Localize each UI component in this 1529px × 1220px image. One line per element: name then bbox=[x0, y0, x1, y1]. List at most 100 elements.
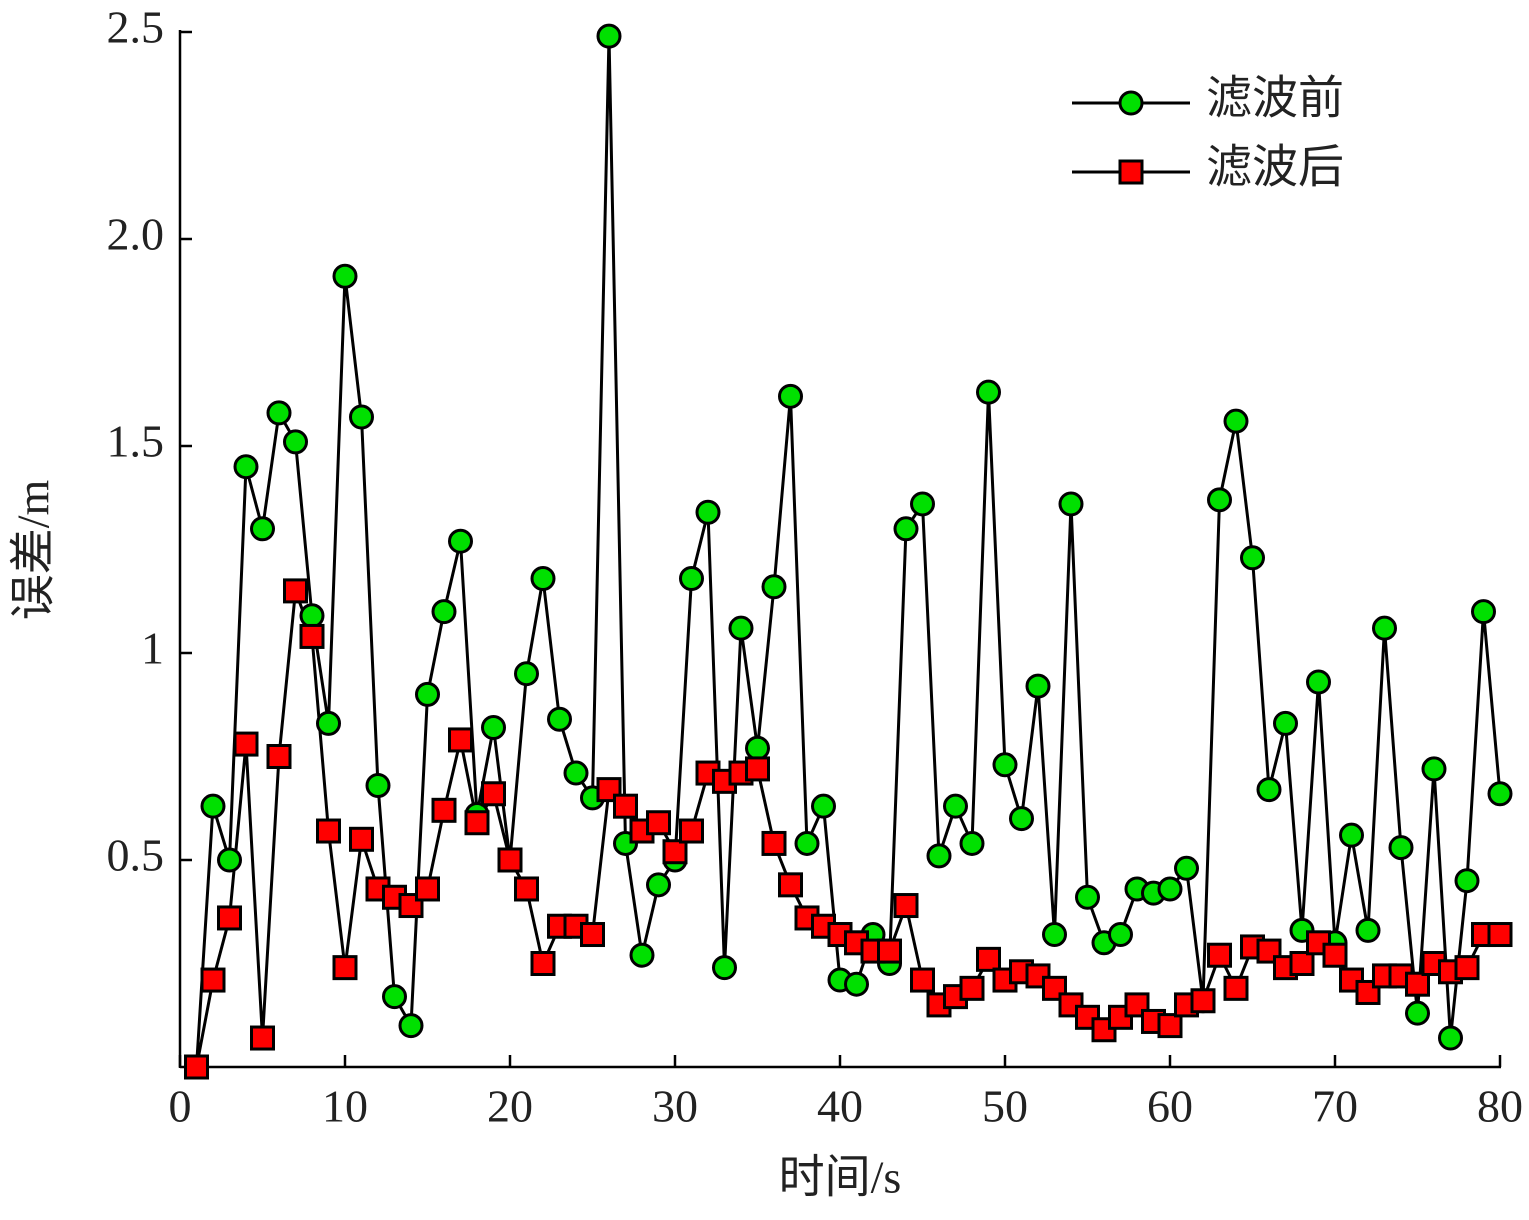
data-point bbox=[1042, 922, 1067, 948]
x-tick-label: 80 bbox=[1477, 1081, 1523, 1132]
data-point bbox=[613, 793, 638, 819]
data-point bbox=[910, 967, 935, 993]
data-point bbox=[1256, 777, 1282, 803]
y-tick-label: 1.5 bbox=[107, 416, 165, 467]
data-point bbox=[547, 706, 572, 732]
data-point bbox=[481, 781, 506, 807]
data-point bbox=[1273, 710, 1298, 736]
data-point bbox=[1405, 1000, 1430, 1026]
data-point bbox=[1025, 673, 1051, 699]
data-point bbox=[398, 1013, 424, 1039]
data-point bbox=[1223, 975, 1249, 1001]
data-point bbox=[745, 735, 770, 761]
data-point bbox=[497, 847, 523, 873]
data-point bbox=[217, 847, 242, 873]
data-point bbox=[431, 797, 457, 823]
data-point bbox=[959, 830, 985, 856]
data-point bbox=[332, 955, 358, 981]
data-point bbox=[761, 574, 787, 600]
data-point bbox=[349, 826, 374, 852]
data-point bbox=[778, 383, 803, 409]
data-point bbox=[530, 951, 556, 976]
data-point bbox=[530, 565, 556, 591]
x-axis-label: 时间/s bbox=[779, 1152, 902, 1203]
data-point bbox=[250, 516, 275, 542]
data-point bbox=[943, 793, 968, 819]
y-tick-label: 0.5 bbox=[107, 830, 165, 881]
data-point bbox=[1372, 615, 1397, 641]
data-point bbox=[1207, 942, 1232, 968]
data-point bbox=[514, 876, 539, 902]
data-point bbox=[646, 810, 671, 836]
data-point bbox=[1306, 669, 1331, 695]
data-point bbox=[1487, 922, 1513, 948]
data-point bbox=[976, 946, 1001, 972]
data-point bbox=[959, 975, 985, 1001]
data-point bbox=[481, 715, 506, 741]
data-point bbox=[233, 454, 259, 480]
data-point bbox=[596, 23, 622, 49]
x-tick-label: 20 bbox=[487, 1081, 533, 1132]
data-point bbox=[299, 623, 325, 649]
x-tick-label: 0 bbox=[169, 1081, 192, 1132]
data-point bbox=[877, 938, 902, 964]
data-point bbox=[1388, 835, 1414, 861]
data-point bbox=[200, 967, 226, 993]
data-point bbox=[431, 599, 457, 625]
data-point bbox=[761, 830, 787, 856]
data-point bbox=[1355, 917, 1381, 943]
data-point bbox=[794, 830, 820, 856]
data-point bbox=[1487, 781, 1513, 807]
data-point bbox=[415, 681, 440, 707]
data-point bbox=[349, 404, 374, 430]
data-point bbox=[415, 876, 440, 902]
data-point bbox=[1405, 971, 1430, 997]
legend-marker bbox=[1118, 90, 1144, 116]
data-point bbox=[1058, 491, 1084, 517]
data-point bbox=[580, 922, 605, 948]
data-point bbox=[712, 955, 737, 981]
data-point bbox=[745, 756, 770, 782]
data-point bbox=[976, 379, 1001, 405]
data-point bbox=[1190, 988, 1216, 1014]
data-point bbox=[679, 565, 704, 591]
data-point bbox=[992, 752, 1018, 778]
data-point bbox=[1157, 1013, 1183, 1039]
data-point bbox=[1240, 545, 1265, 571]
legend-label: 滤波前 bbox=[1206, 73, 1344, 124]
data-point bbox=[695, 499, 721, 525]
data-point bbox=[365, 772, 391, 798]
data-point bbox=[893, 516, 919, 542]
data-point bbox=[299, 603, 325, 629]
data-point bbox=[1289, 951, 1315, 976]
data-point bbox=[910, 491, 935, 517]
data-point bbox=[926, 843, 952, 869]
data-point bbox=[1454, 868, 1480, 894]
data-point bbox=[250, 1025, 275, 1051]
data-point bbox=[1454, 955, 1480, 981]
data-point bbox=[728, 615, 754, 641]
x-tick-label: 70 bbox=[1312, 1081, 1358, 1132]
legend-marker bbox=[1118, 159, 1144, 185]
data-point bbox=[679, 818, 704, 844]
y-tick-label: 2.5 bbox=[107, 2, 165, 53]
data-point bbox=[1174, 855, 1199, 881]
data-point bbox=[646, 872, 671, 898]
x-tick-label: 30 bbox=[652, 1081, 698, 1132]
data-point bbox=[1223, 408, 1249, 434]
data-point bbox=[332, 263, 358, 289]
data-point bbox=[316, 710, 341, 736]
data-point bbox=[382, 984, 407, 1010]
data-point bbox=[563, 760, 589, 786]
data-point bbox=[316, 818, 341, 844]
data-point bbox=[200, 793, 226, 819]
x-tick-label: 40 bbox=[817, 1081, 863, 1132]
data-point bbox=[233, 731, 259, 757]
y-axis-label: 误差/m bbox=[8, 480, 59, 621]
data-point bbox=[1009, 806, 1034, 832]
data-point bbox=[1075, 884, 1100, 910]
data-point bbox=[283, 429, 308, 455]
data-point bbox=[1207, 487, 1232, 513]
data-point bbox=[1157, 876, 1183, 902]
